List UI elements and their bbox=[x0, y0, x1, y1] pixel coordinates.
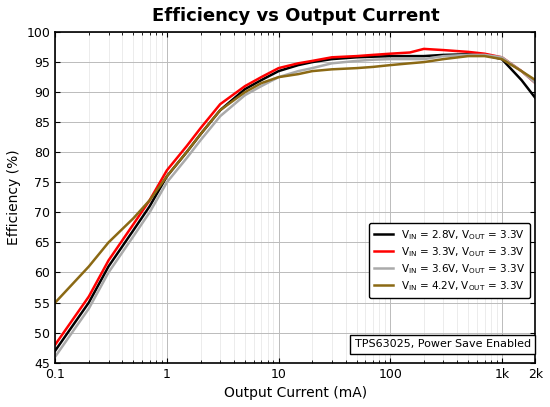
X-axis label: Output Current (mA): Output Current (mA) bbox=[224, 386, 367, 400]
Text: TPS63025, Power Save Enabled: TPS63025, Power Save Enabled bbox=[355, 339, 531, 350]
Legend: $\mathregular{V_{IN}}$ = 2.8V, $\mathregular{V_{OUT}}$ = 3.3V, $\mathregular{V_{: $\mathregular{V_{IN}}$ = 2.8V, $\mathreg… bbox=[368, 223, 530, 298]
Title: Efficiency vs Output Current: Efficiency vs Output Current bbox=[152, 7, 439, 25]
Y-axis label: Efficiency (%): Efficiency (%) bbox=[7, 149, 21, 245]
